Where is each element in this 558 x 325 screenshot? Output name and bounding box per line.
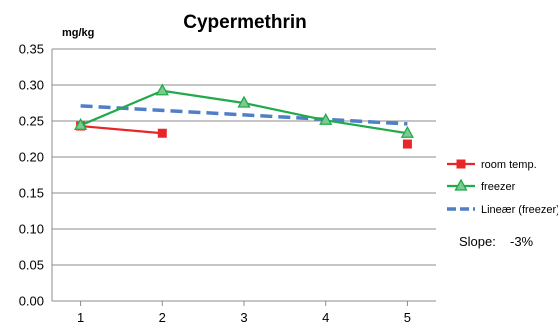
line-r-freezer-line <box>80 104 408 126</box>
series-group <box>73 83 415 149</box>
y-tick-label: 0.05 <box>19 258 44 273</box>
y-tick-label: 0.30 <box>19 78 44 93</box>
freezer-point <box>155 83 169 96</box>
legend-label: room temp. <box>481 159 537 171</box>
slope-value: -3% <box>510 234 534 249</box>
legend-marker <box>456 159 466 169</box>
legend-label: freezer <box>481 181 516 193</box>
legend: room temp. freezer Lineær (freezer) <box>447 159 558 216</box>
freezer-point <box>400 125 415 138</box>
freezer-point <box>237 95 251 108</box>
axes <box>51 49 436 306</box>
room-temp-point <box>157 128 167 138</box>
x-tick-labels: 1 2 3 4 5 <box>77 310 411 325</box>
legend-item-room-temp: room temp. <box>447 159 537 171</box>
x-tick-label: 2 <box>159 310 166 325</box>
freezer-point <box>73 117 88 130</box>
y-tick-label: 0.00 <box>19 294 44 309</box>
y-tick-label: 0.25 <box>19 114 44 129</box>
legend-item-line-r-freezer: Lineær (freezer) <box>447 204 558 216</box>
y-tick-labels: 0.00 0.05 0.10 0.15 0.20 0.25 0.30 0.35 <box>19 42 44 309</box>
slope-annotation: Slope: -3% <box>459 234 534 249</box>
x-tick-label: 4 <box>322 310 329 325</box>
y-tick-label: 0.20 <box>19 150 44 165</box>
slope-label: Slope: <box>459 234 496 249</box>
freezer-point <box>319 112 333 125</box>
y-tick-label: 0.15 <box>19 186 44 201</box>
legend-label: Lineær (freezer) <box>481 204 558 216</box>
y-tick-label: 0.35 <box>19 42 44 57</box>
series-line-r-freezer <box>80 104 408 126</box>
y-tick-label: 0.10 <box>19 222 44 237</box>
legend-marker <box>454 178 468 191</box>
grid-lines <box>52 48 436 266</box>
room-temp-line <box>80 124 163 135</box>
x-tick-label: 5 <box>404 310 411 325</box>
chart-title: Cypermethrin <box>183 12 307 33</box>
x-tick-label: 3 <box>240 310 247 325</box>
legend-item-freezer: freezer <box>447 178 516 193</box>
x-tick-label: 1 <box>77 310 84 325</box>
series-freezer <box>73 83 415 138</box>
unit-label: mg/kg <box>62 27 94 39</box>
room-temp-point <box>402 139 412 149</box>
